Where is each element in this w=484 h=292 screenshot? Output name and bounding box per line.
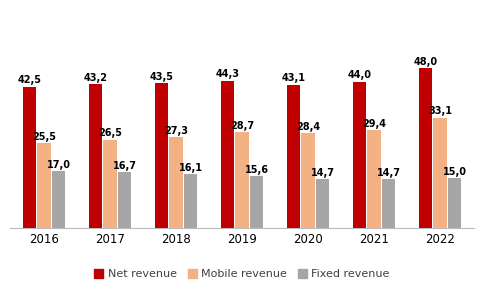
Bar <box>169 137 182 228</box>
Text: 43,2: 43,2 <box>83 73 107 83</box>
Text: 14,7: 14,7 <box>377 168 401 178</box>
Bar <box>250 176 263 228</box>
Text: 27,3: 27,3 <box>164 126 188 136</box>
Bar <box>367 130 380 228</box>
Text: 33,1: 33,1 <box>428 107 452 117</box>
Text: 15,6: 15,6 <box>244 165 269 175</box>
Bar <box>382 179 395 228</box>
Bar <box>118 172 131 228</box>
Text: 15,0: 15,0 <box>442 167 467 177</box>
Text: 43,5: 43,5 <box>150 72 173 82</box>
Bar <box>353 81 366 228</box>
Bar <box>52 171 65 228</box>
Text: 44,3: 44,3 <box>215 69 240 79</box>
Text: 16,7: 16,7 <box>112 161 136 171</box>
Bar <box>221 81 234 228</box>
Bar <box>37 143 51 228</box>
Text: 42,5: 42,5 <box>17 75 42 85</box>
Text: 44,0: 44,0 <box>348 70 372 80</box>
Bar <box>419 68 432 228</box>
Text: 29,4: 29,4 <box>362 119 386 129</box>
Bar <box>448 178 461 228</box>
Bar <box>433 118 447 228</box>
Text: 25,5: 25,5 <box>32 132 56 142</box>
Legend: Net revenue, Mobile revenue, Fixed revenue: Net revenue, Mobile revenue, Fixed reven… <box>90 265 394 284</box>
Text: 28,4: 28,4 <box>296 122 320 132</box>
Bar <box>235 132 249 228</box>
Text: 17,0: 17,0 <box>46 160 71 170</box>
Text: 43,1: 43,1 <box>282 73 305 83</box>
Bar <box>89 84 102 228</box>
Text: 26,5: 26,5 <box>98 128 122 138</box>
Text: 16,1: 16,1 <box>179 163 202 173</box>
Bar <box>287 85 300 228</box>
Bar <box>155 83 168 228</box>
Text: 14,7: 14,7 <box>311 168 334 178</box>
Bar <box>184 174 197 228</box>
Bar <box>302 133 315 228</box>
Text: 48,0: 48,0 <box>413 57 438 67</box>
Bar <box>23 86 36 228</box>
Bar <box>104 140 117 228</box>
Bar <box>316 179 329 228</box>
Text: 28,7: 28,7 <box>230 121 254 131</box>
